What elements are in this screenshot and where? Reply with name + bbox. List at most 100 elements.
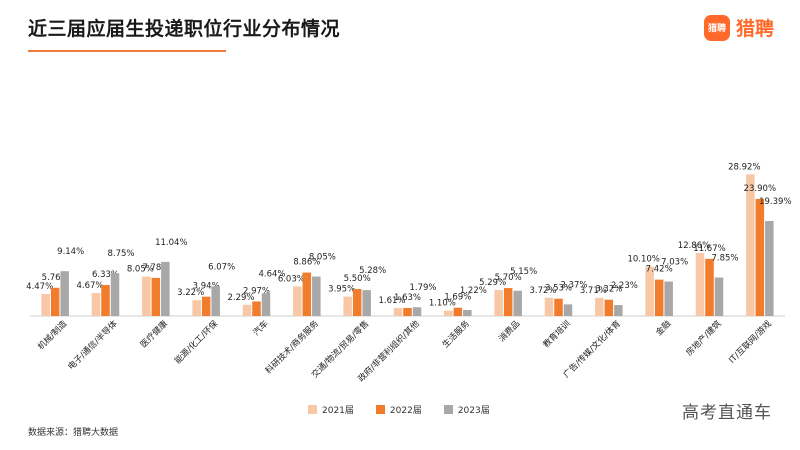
bar-1-0 xyxy=(50,287,60,316)
bar-value-label-0-1: 4.67% xyxy=(76,281,103,291)
bar-0-14 xyxy=(746,174,755,316)
bar-1-8 xyxy=(453,307,463,316)
bar-value-label-1-0: 5.76% xyxy=(42,273,69,283)
bar-0-3 xyxy=(192,300,201,316)
bar-2-9 xyxy=(513,290,522,316)
bar-value-label-0-3: 3.22% xyxy=(177,288,204,298)
bar-2-5 xyxy=(312,276,321,317)
bar-2-10 xyxy=(563,304,573,316)
legend-label-2022: 2022届 xyxy=(389,406,422,416)
category-label-5: 科研技术/商务服务 xyxy=(263,318,321,376)
bar-0-11 xyxy=(595,297,604,316)
brand-logo: 猎聘 猎聘 xyxy=(703,14,774,41)
bar-value-label-0-11: 3.71% xyxy=(580,286,607,296)
bar-1-3 xyxy=(201,296,211,316)
bar-1-7 xyxy=(403,308,412,316)
bar-value-label-0-10: 3.72% xyxy=(529,286,556,296)
bar-1-14 xyxy=(755,198,765,316)
bar-0-9 xyxy=(494,290,503,316)
bar-value-label-2-14: 19.39% xyxy=(759,197,791,207)
category-label-4: 汽车 xyxy=(251,318,271,338)
bar-0-7 xyxy=(393,308,403,316)
legend-item-2022: 2022届 xyxy=(375,403,422,416)
bar-1-4 xyxy=(252,301,261,316)
legend-swatch-2023 xyxy=(443,405,453,414)
bar-2-7 xyxy=(412,307,422,316)
bar-1-11 xyxy=(604,299,614,316)
bar-value-label-1-3: 3.94% xyxy=(193,282,220,292)
category-label-2: 医疗健康 xyxy=(138,318,170,350)
bar-2-14 xyxy=(765,220,774,316)
bar-value-label-0-0: 4.47% xyxy=(26,282,53,292)
bar-value-label-0-2: 8.05% xyxy=(127,265,154,275)
bar-value-label-0-13: 12.86% xyxy=(678,241,710,251)
bar-0-8 xyxy=(444,310,453,316)
bar-2-4 xyxy=(261,293,271,316)
brand-badge-icon: 猎聘 xyxy=(703,14,730,41)
bar-1-5 xyxy=(302,272,312,316)
legend-item-2023: 2023届 xyxy=(443,403,490,416)
bar-value-label-1-10: 3.53% xyxy=(545,284,572,294)
category-label-13: 房地产/建筑 xyxy=(684,318,724,358)
category-label-12: 金融 xyxy=(653,318,673,338)
category-label-0: 机械/制造 xyxy=(35,318,69,352)
bar-value-label-2-11: 2.23% xyxy=(611,281,638,291)
bar-value-label-2-4: 4.64% xyxy=(258,269,285,279)
bar-value-label-2-8: 1.22% xyxy=(460,286,487,296)
bar-value-label-1-9: 5.70% xyxy=(495,273,522,283)
bar-value-label-2-1: 8.75% xyxy=(107,249,134,259)
category-label-9: 消费品 xyxy=(496,318,522,344)
bar-1-10 xyxy=(554,298,563,316)
bar-0-6 xyxy=(343,296,352,316)
category-label-8: 生活服务 xyxy=(440,318,472,350)
bar-value-label-2-0: 9.14% xyxy=(57,247,84,257)
bar-value-label-1-13: 11.67% xyxy=(693,244,725,254)
legend-swatch-2021 xyxy=(308,405,317,414)
bar-0-1 xyxy=(91,293,101,316)
title-underline xyxy=(28,50,226,52)
bar-value-label-1-4: 2.97% xyxy=(243,286,270,296)
bar-2-3 xyxy=(211,286,220,316)
watermark-text: 高考直通车 xyxy=(682,403,772,423)
bar-1-12 xyxy=(654,279,664,316)
category-label-3: 能源/化工/环保 xyxy=(172,318,220,366)
bar-value-label-1-2: 7.78% xyxy=(142,263,169,273)
bar-value-label-0-12: 10.10% xyxy=(627,255,659,265)
legend-item-2021: 2021届 xyxy=(308,403,354,416)
bar-0-10 xyxy=(544,297,554,316)
bar-value-label-1-1: 6.33% xyxy=(92,270,119,280)
bar-value-label-1-12: 7.42% xyxy=(646,265,673,275)
category-label-1: 电子/通信/半导体 xyxy=(66,318,120,372)
bar-2-2 xyxy=(161,261,170,316)
category-label-10: 教育培训 xyxy=(541,318,573,350)
chart-legend: 2021届 2022届 2023届 xyxy=(308,403,490,416)
bar-0-13 xyxy=(695,252,705,316)
bar-2-1 xyxy=(110,273,120,317)
bar-value-label-2-2: 11.04% xyxy=(155,238,187,248)
bar-chart: 4.47%5.76% 9.14% 机械/制造 4.67%6.33% 8.75% 电子/通信… xyxy=(26,162,791,384)
legend-swatch-2022 xyxy=(375,405,385,414)
category-label-14: IT/互联网/游戏 xyxy=(727,318,775,366)
bar-value-label-2-12: 7.03% xyxy=(661,258,688,268)
bar-value-label-0-14: 28.92% xyxy=(728,162,760,172)
bar-value-label-2-9: 5.15% xyxy=(510,267,537,277)
bar-value-label-2-6: 5.28% xyxy=(359,266,386,276)
bar-1-9 xyxy=(503,288,513,316)
bar-value-label-1-11: 3.32% xyxy=(595,285,622,295)
bar-value-label-0-9: 5.29% xyxy=(479,278,506,288)
bar-0-4 xyxy=(242,304,252,316)
bar-value-label-0-8: 1.10% xyxy=(429,299,456,309)
bar-1-2 xyxy=(151,277,161,316)
page-title: 近三届应届生投递职位行业分布情况 xyxy=(28,18,341,40)
bar-value-label-1-6: 5.50% xyxy=(344,274,371,284)
bar-0-12 xyxy=(645,266,654,316)
bar-0-5 xyxy=(293,286,302,316)
bar-2-8 xyxy=(463,310,472,316)
bar-value-label-0-4: 2.29% xyxy=(227,293,254,303)
bar-1-13 xyxy=(705,258,714,316)
bar-value-label-2-3: 6.07% xyxy=(208,262,235,272)
bar-value-label-2-7: 1.79% xyxy=(409,283,436,293)
bar-1-6 xyxy=(352,289,362,316)
bar-2-0 xyxy=(60,271,69,316)
bar-2-12 xyxy=(664,281,673,316)
